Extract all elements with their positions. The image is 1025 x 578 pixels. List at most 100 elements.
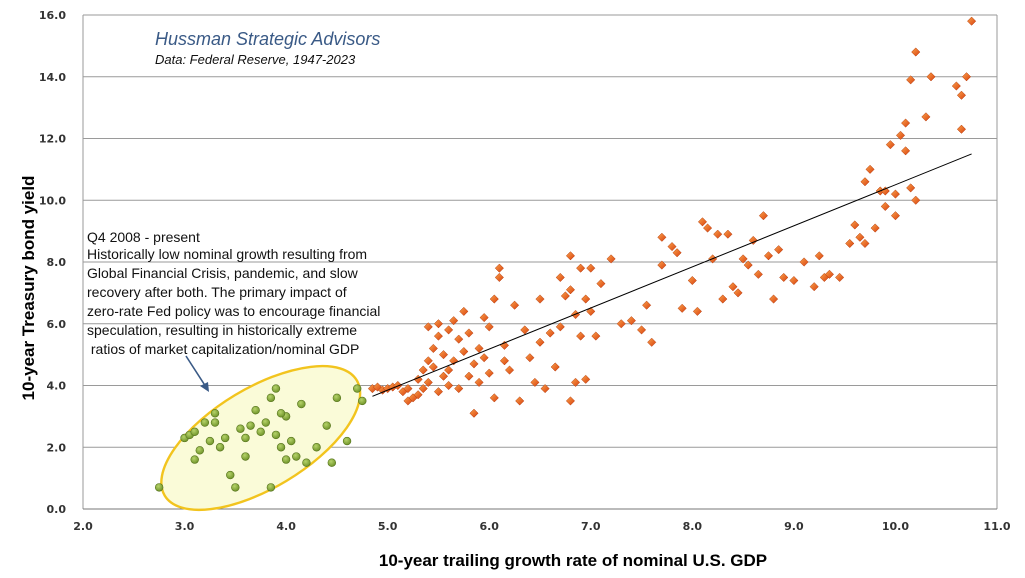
data-point-circle — [342, 436, 352, 446]
y-tick-label: 12.0 — [39, 133, 66, 146]
annotation-line: Q4 2008 - present — [87, 229, 200, 245]
data-point-diamond — [926, 72, 936, 82]
data-point-circle — [286, 436, 296, 446]
data-point-circle — [226, 470, 235, 480]
annotation-line: ratios of market capitalization/nominal … — [87, 341, 359, 357]
x-tick-labels: 2.0 3.0 4.0 5.0 6.0 7.0 8.0 9.0 10.0 11.0 — [73, 520, 1011, 533]
data-point-circle — [236, 424, 245, 433]
data-point-diamond — [438, 371, 449, 381]
y-tick-label: 8.0 — [47, 256, 67, 269]
data-point-diamond — [484, 322, 494, 332]
data-point-diamond — [418, 384, 428, 394]
trendline — [372, 153, 972, 397]
data-point-diamond — [642, 300, 652, 310]
data-point-diamond — [581, 294, 591, 304]
data-point-diamond — [672, 248, 682, 258]
data-point-diamond — [885, 140, 895, 150]
data-point-circle — [215, 443, 225, 452]
data-point-circle — [195, 446, 204, 455]
data-point-diamond — [581, 374, 591, 384]
data-point-circle — [266, 483, 276, 492]
data-point-circle — [271, 384, 281, 393]
data-point-diamond — [484, 368, 494, 378]
data-point-diamond — [799, 257, 809, 267]
data-point-diamond — [657, 232, 667, 242]
x-tick-label: 7.0 — [581, 520, 601, 533]
data-point-circle — [241, 452, 250, 461]
data-point-circle — [276, 443, 286, 452]
data-point-diamond — [870, 223, 880, 233]
data-point-diamond — [403, 384, 413, 394]
data-point-diamond — [555, 322, 565, 332]
x-tick-label: 6.0 — [479, 520, 499, 533]
data-point-diamond — [444, 325, 454, 335]
data-point-diamond — [494, 263, 504, 273]
data-point-circle — [292, 452, 301, 461]
data-point-diamond — [454, 334, 464, 344]
highlight-ellipse — [160, 364, 362, 512]
data-point-diamond — [748, 235, 758, 245]
data-point-diamond — [479, 353, 489, 363]
data-point-diamond — [576, 263, 586, 273]
data-point-diamond — [753, 269, 763, 279]
data-point-diamond — [956, 90, 967, 100]
data-point-diamond — [459, 306, 469, 316]
data-point-diamond — [433, 387, 443, 397]
data-point-diamond — [606, 254, 616, 264]
annotation-line: Historically low nominal growth resultin… — [87, 246, 367, 262]
data-point-diamond — [530, 377, 540, 387]
x-tick-label: 5.0 — [378, 520, 398, 533]
data-point-diamond — [728, 282, 738, 292]
data-point-diamond — [504, 365, 515, 375]
highlight-ellipse-layer — [160, 364, 362, 512]
data-point-diamond — [890, 189, 900, 199]
data-point-diamond — [637, 325, 647, 335]
data-point-circle — [210, 418, 220, 427]
data-point-diamond — [540, 384, 550, 394]
data-point-circle — [190, 455, 199, 464]
data-point-diamond — [956, 124, 967, 134]
data-point-diamond — [565, 251, 576, 261]
data-point-circle — [200, 418, 210, 427]
data-point-diamond — [423, 377, 433, 387]
y-tick-label: 0.0 — [47, 503, 67, 516]
data-point-circle — [231, 483, 240, 492]
data-point-diamond — [835, 272, 845, 282]
y-tick-label: 14.0 — [39, 71, 66, 84]
x-tick-label: 2.0 — [73, 520, 93, 533]
data-point-diamond — [570, 377, 581, 387]
data-point-diamond — [809, 282, 819, 292]
data-point-diamond — [860, 238, 870, 249]
data-point-diamond — [489, 294, 499, 304]
data-point-diamond — [464, 328, 474, 338]
data-point-diamond — [779, 272, 789, 282]
historical-points — [367, 16, 977, 418]
trendline-layer — [372, 153, 972, 397]
data-point-circle — [353, 384, 362, 393]
data-point-diamond — [814, 251, 824, 261]
annotation-text: Q4 2008 - present Historically low nomin… — [87, 229, 380, 357]
data-point-diamond — [906, 75, 916, 85]
y-tick-label: 4.0 — [47, 380, 67, 393]
data-point-diamond — [697, 217, 708, 227]
data-point-diamond — [901, 118, 911, 128]
data-point-circle — [261, 418, 270, 427]
data-point-diamond — [474, 343, 484, 354]
data-point-diamond — [423, 356, 433, 366]
data-point-diamond — [855, 232, 865, 242]
data-point-diamond — [667, 242, 677, 252]
data-point-diamond — [479, 313, 489, 323]
data-point-circle — [205, 436, 215, 446]
data-point-diamond — [560, 291, 570, 301]
data-point-diamond — [444, 365, 454, 375]
data-point-diamond — [677, 303, 687, 313]
data-point-circle — [281, 455, 291, 464]
x-axis-title: 10-year trailing growth rate of nominal … — [379, 551, 767, 570]
annotation-line: Global Financial Crisis, pandemic, and s… — [87, 265, 359, 281]
data-point-diamond — [647, 337, 657, 347]
data-point-diamond — [591, 331, 601, 341]
data-point-diamond — [449, 316, 459, 326]
data-point-diamond — [921, 112, 931, 122]
data-point-diamond — [433, 319, 443, 329]
